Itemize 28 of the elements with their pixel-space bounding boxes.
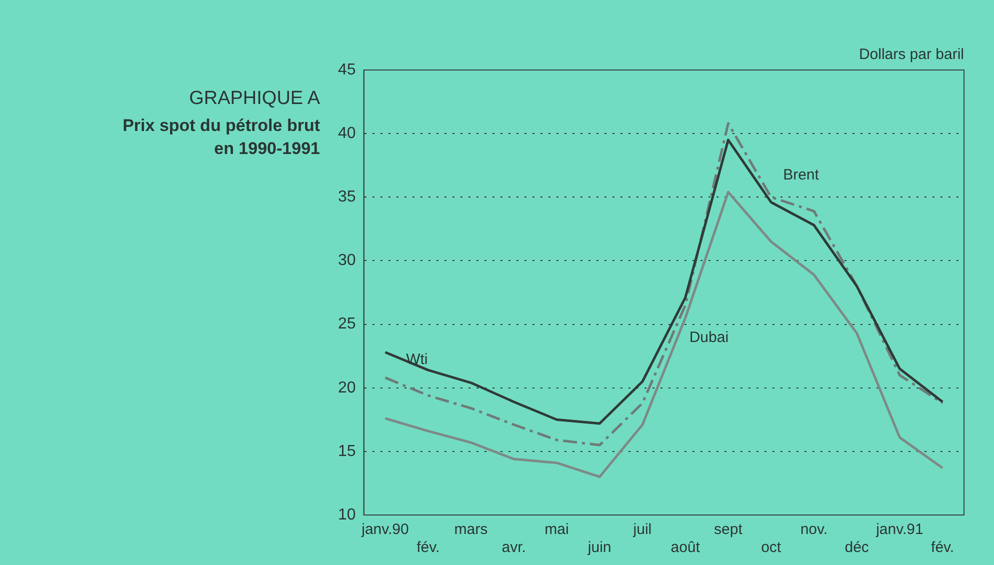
series-label: Dubai xyxy=(689,329,729,346)
text: Prix spot du pétrole brut en 1990-1991 xyxy=(122,115,320,160)
x-tick-label: août xyxy=(670,539,701,556)
x-tick-label: juil xyxy=(632,521,652,538)
x-tick-label: fév. xyxy=(416,539,440,556)
x-tick-label: déc xyxy=(844,539,870,556)
y-tick-label: 15 xyxy=(338,442,356,460)
y-tick-label: 20 xyxy=(338,379,356,396)
x-tick-label: sept xyxy=(714,521,744,538)
x-tick-label: mai xyxy=(544,521,569,538)
y-tick-label: 10 xyxy=(338,506,356,524)
series-label: Wti xyxy=(406,351,428,368)
x-tick-label: avr. xyxy=(502,539,526,556)
text: GRAPHIQUE A xyxy=(188,88,320,110)
y-axis-title: Dollars par baril xyxy=(858,46,964,63)
x-tick-label: juin xyxy=(586,539,612,556)
series-label: Brent xyxy=(783,166,820,184)
x-tick-label: janv.90 xyxy=(360,521,409,538)
x-tick-label: janv.91 xyxy=(875,521,924,538)
y-tick-label: 45 xyxy=(338,61,356,78)
x-tick-label: nov. xyxy=(800,521,828,538)
x-tick-label: fév. xyxy=(931,539,954,556)
y-tick-label: 35 xyxy=(338,188,356,206)
y-tick-label: 30 xyxy=(338,252,356,270)
x-tick-label: oct xyxy=(761,539,782,556)
y-tick-label: 40 xyxy=(338,124,356,142)
y-tick-label: 25 xyxy=(338,316,356,333)
x-tick-label: mars xyxy=(454,521,488,538)
